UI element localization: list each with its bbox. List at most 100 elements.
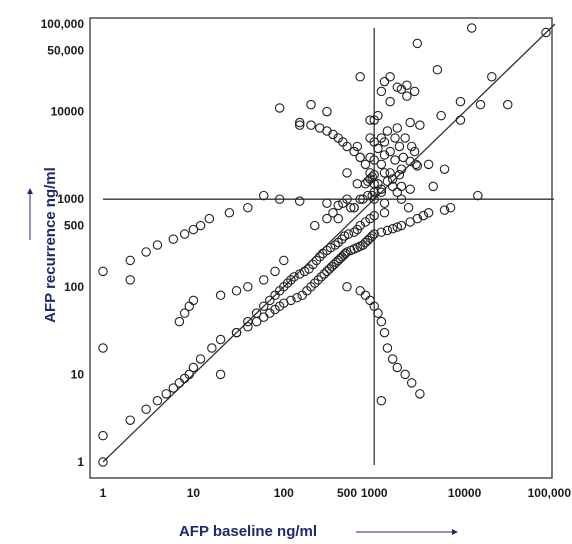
data-point <box>179 229 190 239</box>
plot-frame <box>89 17 553 479</box>
data-point <box>355 71 365 82</box>
data-point <box>400 133 410 143</box>
data-point <box>318 248 328 259</box>
y-tick-label: 1000 <box>57 192 84 206</box>
data-point <box>231 286 242 296</box>
data-point <box>355 194 365 204</box>
data-point <box>428 181 439 192</box>
data-point <box>289 272 299 282</box>
x-tick-label: 1 <box>100 486 107 500</box>
data-point <box>396 181 407 192</box>
data-point <box>382 225 393 236</box>
y-tick-label: 10000 <box>51 105 85 119</box>
data-point <box>274 194 285 204</box>
data-point <box>379 198 390 208</box>
data-point <box>328 129 338 140</box>
data-point <box>376 396 387 406</box>
data-point <box>365 115 375 125</box>
data-point <box>418 210 429 221</box>
data-point <box>349 202 359 213</box>
data-point <box>409 86 420 97</box>
data-point <box>412 38 423 49</box>
data-point <box>376 227 387 237</box>
data-point <box>330 240 340 250</box>
data-point <box>258 190 269 201</box>
data-point <box>335 253 345 264</box>
y-tick-label: 100,000 <box>41 17 85 31</box>
data-point <box>333 200 343 211</box>
data-point <box>439 205 450 215</box>
data-point <box>215 369 226 380</box>
data-point <box>333 213 343 224</box>
data-point <box>279 255 289 266</box>
data-point <box>405 117 415 128</box>
data-point <box>439 164 450 174</box>
data-point <box>390 133 400 143</box>
data-point <box>373 179 383 189</box>
data-point <box>412 161 423 171</box>
data-point <box>319 269 329 279</box>
data-point <box>385 71 395 82</box>
data-point <box>369 179 379 189</box>
data-point <box>342 282 352 292</box>
data-point <box>406 141 417 152</box>
data-point <box>324 264 335 274</box>
data-point <box>423 208 434 218</box>
data-point <box>313 275 323 285</box>
data-point <box>365 295 375 306</box>
data-point <box>322 213 332 224</box>
data-point <box>215 290 226 301</box>
data-point <box>392 362 403 373</box>
data-point <box>396 164 407 174</box>
x-tick-label: 1000 <box>361 486 388 500</box>
data-point <box>394 170 405 180</box>
data-point <box>322 198 332 208</box>
data-point <box>152 396 163 406</box>
data-point <box>243 202 253 213</box>
data-point <box>382 126 393 136</box>
data-point <box>316 272 327 282</box>
data-point <box>270 290 280 301</box>
data-point <box>387 354 398 364</box>
data-point <box>369 137 379 147</box>
data-point <box>360 290 371 301</box>
data-point <box>265 295 275 306</box>
data-point <box>195 220 206 231</box>
data-point <box>385 96 395 107</box>
data-point <box>342 168 352 178</box>
data-point <box>152 240 163 250</box>
x-tick-labels: 1 10 100 500 1000 10000 100,000 <box>100 486 572 500</box>
data-point <box>382 343 393 353</box>
data-point <box>376 316 387 327</box>
data-point <box>294 120 305 130</box>
data-point <box>98 457 108 467</box>
data-point <box>338 198 348 208</box>
data-point <box>373 143 383 154</box>
data-point <box>125 415 135 425</box>
data-points <box>98 23 551 467</box>
data-point <box>333 237 343 248</box>
data-point <box>390 155 400 165</box>
data-point <box>455 115 466 125</box>
data-point <box>392 222 403 232</box>
data-point <box>294 117 305 128</box>
reference-line-identity <box>102 23 556 463</box>
data-point <box>339 231 350 241</box>
data-point <box>98 266 108 277</box>
data-point <box>98 430 108 441</box>
data-point <box>415 120 425 130</box>
data-point <box>412 213 423 224</box>
data-point <box>455 96 466 107</box>
data-point <box>396 220 407 231</box>
data-point <box>224 208 235 218</box>
data-point <box>286 275 296 285</box>
data-point <box>204 213 215 224</box>
data-point <box>195 354 206 364</box>
data-point <box>475 99 486 110</box>
data-point <box>188 295 199 306</box>
data-point <box>467 23 477 33</box>
data-point <box>306 120 316 130</box>
data-point <box>355 152 365 163</box>
data-point <box>141 404 151 415</box>
data-point <box>294 196 305 206</box>
